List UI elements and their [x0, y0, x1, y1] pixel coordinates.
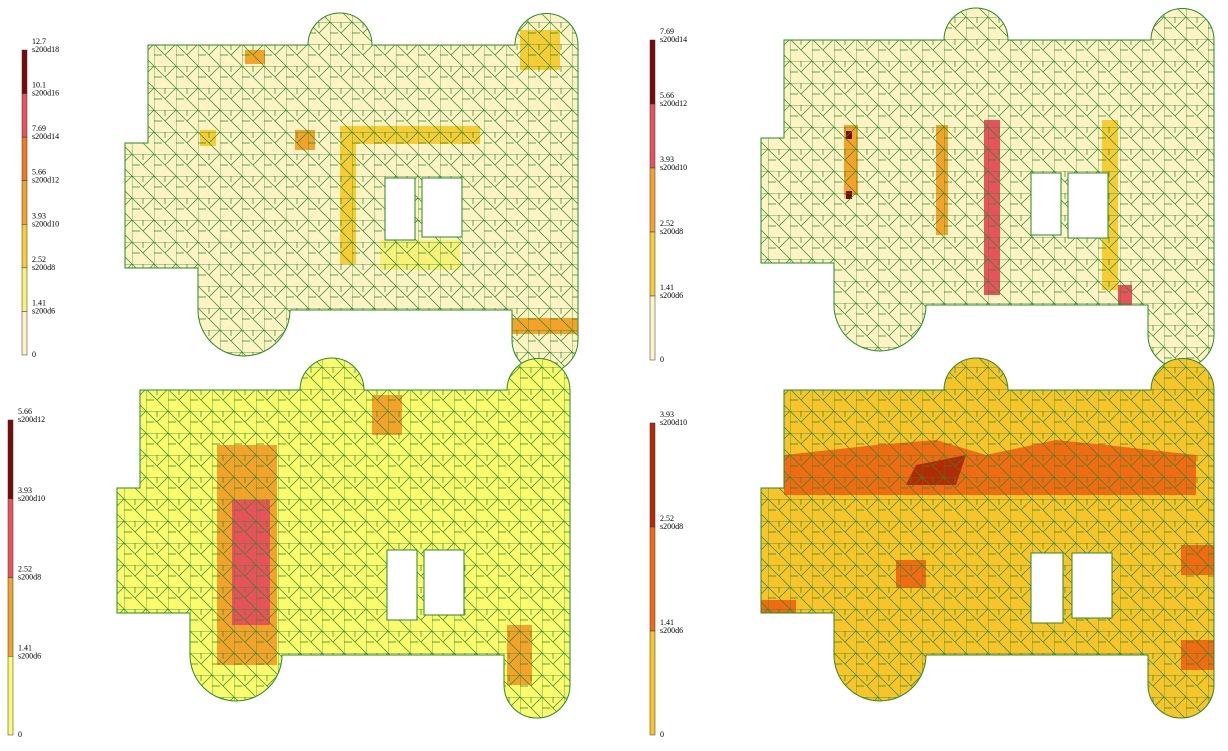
legend-label: s200d14 [660, 35, 687, 44]
legend-label: s200d10 [18, 494, 45, 503]
legend-band [22, 224, 27, 268]
legend-label: s200d14 [32, 132, 59, 141]
legend-value: 0 [32, 350, 36, 359]
legend-band [8, 656, 13, 735]
legend-band [8, 578, 13, 657]
legend-value: 0 [660, 355, 664, 364]
legend-label: s200d6 [660, 291, 683, 300]
legend-band [22, 137, 27, 181]
legend-band [650, 104, 655, 168]
legend-label: s200d10 [660, 163, 687, 172]
legend-label: s200d10 [660, 418, 687, 427]
screen: 12.7s200d1810.1s200d167.69s200d145.66s20… [0, 0, 1228, 751]
legend-band [22, 268, 27, 312]
legend-label: s200d8 [32, 263, 55, 272]
legend-label: s200d6 [660, 626, 683, 635]
legend-band [650, 423, 655, 527]
legend-label: s200d6 [18, 651, 41, 660]
legend-label: s200d16 [32, 89, 59, 98]
legend-band [650, 168, 655, 232]
legend-label: s200d6 [32, 306, 55, 315]
legend-value: 0 [660, 730, 664, 739]
legend-label: s200d12 [18, 415, 45, 424]
legend-band [22, 181, 27, 225]
legend-label: s200d8 [660, 227, 683, 236]
legend-label: s200d12 [660, 99, 687, 108]
plate-2 [736, 0, 1228, 395]
page: 12.7s200d1810.1s200d167.69s200d145.66s20… [0, 0, 1228, 751]
legend-band [650, 296, 655, 360]
legend-band [22, 50, 27, 94]
legend-band [8, 499, 13, 578]
legend-band [650, 631, 655, 735]
legend-value: 0 [18, 730, 22, 739]
plate-4 [736, 345, 1228, 745]
legend-label: s200d10 [32, 219, 59, 228]
legend-band [8, 420, 13, 499]
legend-label: s200d8 [660, 522, 683, 531]
legend-label: s200d12 [32, 176, 59, 185]
legend-band [22, 94, 27, 138]
legend-band [650, 40, 655, 104]
plate-1 [100, 0, 600, 400]
legend-band [650, 232, 655, 296]
plate-3 [92, 345, 592, 745]
legend-band [22, 311, 27, 355]
legend-band [650, 527, 655, 631]
legend-label: s200d18 [32, 45, 59, 54]
legend-label: s200d8 [18, 573, 41, 582]
